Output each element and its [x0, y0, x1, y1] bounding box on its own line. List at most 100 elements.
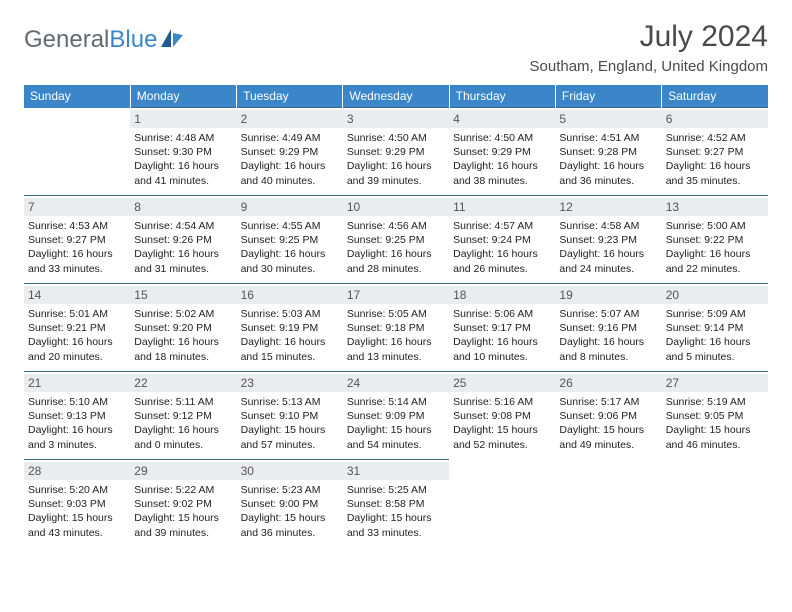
day-number: 25 — [449, 374, 555, 392]
calendar-day-cell: 4Sunrise: 4:50 AMSunset: 9:29 PMDaylight… — [449, 108, 555, 196]
sunset-text: Sunset: 9:30 PM — [134, 145, 232, 159]
daylight-text: Daylight: 16 hours and 0 minutes. — [134, 423, 232, 451]
daylight-text: Daylight: 16 hours and 30 minutes. — [241, 247, 339, 275]
sunset-text: Sunset: 9:08 PM — [453, 409, 551, 423]
day-details: Sunrise: 5:14 AMSunset: 9:09 PMDaylight:… — [347, 395, 445, 452]
sunset-text: Sunset: 9:28 PM — [559, 145, 657, 159]
daylight-text: Daylight: 16 hours and 41 minutes. — [134, 159, 232, 187]
sunrise-text: Sunrise: 5:22 AM — [134, 483, 232, 497]
daylight-text: Daylight: 15 hours and 39 minutes. — [134, 511, 232, 539]
sunset-text: Sunset: 9:17 PM — [453, 321, 551, 335]
day-number: 6 — [662, 110, 768, 128]
logo-text-2: Blue — [109, 26, 157, 53]
day-details: Sunrise: 5:01 AMSunset: 9:21 PMDaylight:… — [28, 307, 126, 364]
calendar-week-row: 7Sunrise: 4:53 AMSunset: 9:27 PMDaylight… — [24, 196, 768, 284]
month-title: July 2024 — [530, 20, 768, 54]
day-details: Sunrise: 5:06 AMSunset: 9:17 PMDaylight:… — [453, 307, 551, 364]
sunset-text: Sunset: 9:12 PM — [134, 409, 232, 423]
sunset-text: Sunset: 9:29 PM — [347, 145, 445, 159]
daylight-text: Daylight: 16 hours and 40 minutes. — [241, 159, 339, 187]
daylight-text: Daylight: 16 hours and 22 minutes. — [666, 247, 764, 275]
daylight-text: Daylight: 16 hours and 8 minutes. — [559, 335, 657, 363]
calendar-day-cell: 1Sunrise: 4:48 AMSunset: 9:30 PMDaylight… — [130, 108, 236, 196]
day-details: Sunrise: 4:56 AMSunset: 9:25 PMDaylight:… — [347, 219, 445, 276]
sunrise-text: Sunrise: 5:16 AM — [453, 395, 551, 409]
day-details: Sunrise: 5:13 AMSunset: 9:10 PMDaylight:… — [241, 395, 339, 452]
sunset-text: Sunset: 9:16 PM — [559, 321, 657, 335]
day-number: 12 — [555, 198, 661, 216]
calendar-day-cell: 2Sunrise: 4:49 AMSunset: 9:29 PMDaylight… — [237, 108, 343, 196]
calendar-day-cell: 5Sunrise: 4:51 AMSunset: 9:28 PMDaylight… — [555, 108, 661, 196]
sunrise-text: Sunrise: 5:07 AM — [559, 307, 657, 321]
sunrise-text: Sunrise: 5:23 AM — [241, 483, 339, 497]
header: GeneralBlue July 2024 Southam, England, … — [24, 20, 768, 75]
sunset-text: Sunset: 9:00 PM — [241, 497, 339, 511]
day-number: 17 — [343, 286, 449, 304]
calendar-body: 1Sunrise: 4:48 AMSunset: 9:30 PMDaylight… — [24, 108, 768, 548]
day-number: 8 — [130, 198, 236, 216]
calendar-day-cell: 25 Sunrise: 5:16 AMSunset: 9:08 PMDayligh… — [449, 372, 555, 460]
day-details: Sunrise: 4:57 AMSunset: 9:24 PMDaylight:… — [453, 219, 551, 276]
sunset-text: Sunset: 9:21 PM — [28, 321, 126, 335]
sunset-text: Sunset: 9:23 PM — [559, 233, 657, 247]
day-details: Sunrise: 5:16 AMSunset: 9:08 PMDaylight:… — [453, 395, 551, 452]
day-details: Sunrise: 5:07 AMSunset: 9:16 PMDaylight:… — [559, 307, 657, 364]
calendar-week-row: 28 Sunrise: 5:20 AMSunset: 9:03 PMDayligh… — [24, 460, 768, 548]
daylight-text: Daylight: 15 hours and 43 minutes. — [28, 511, 126, 539]
sunset-text: Sunset: 9:19 PM — [241, 321, 339, 335]
weekday-header: Thursday — [449, 85, 555, 108]
sunrise-text: Sunrise: 5:13 AM — [241, 395, 339, 409]
day-number: 30 — [237, 462, 343, 480]
sunset-text: Sunset: 9:29 PM — [241, 145, 339, 159]
daylight-text: Daylight: 15 hours and 33 minutes. — [347, 511, 445, 539]
calendar-day-cell — [662, 460, 768, 548]
day-number: 9 — [237, 198, 343, 216]
sunset-text: Sunset: 9:05 PM — [666, 409, 764, 423]
calendar-day-cell: 8 Sunrise: 4:54 AMSunset: 9:26 PMDaylight… — [130, 196, 236, 284]
day-number: 18 — [449, 286, 555, 304]
sunset-text: Sunset: 9:25 PM — [347, 233, 445, 247]
day-details: Sunrise: 4:50 AMSunset: 9:29 PMDaylight:… — [347, 131, 445, 188]
day-details: Sunrise: 5:23 AMSunset: 9:00 PMDaylight:… — [241, 483, 339, 540]
sunrise-text: Sunrise: 5:17 AM — [559, 395, 657, 409]
sunset-text: Sunset: 9:13 PM — [28, 409, 126, 423]
calendar-day-cell: 30 Sunrise: 5:23 AMSunset: 9:00 PMDayligh… — [237, 460, 343, 548]
calendar-day-cell: 29Sunrise: 5:22 AMSunset: 9:02 PMDayligh… — [130, 460, 236, 548]
day-details: Sunrise: 4:52 AMSunset: 9:27 PMDaylight:… — [666, 131, 764, 188]
sunrise-text: Sunrise: 4:48 AM — [134, 131, 232, 145]
sunset-text: Sunset: 9:22 PM — [666, 233, 764, 247]
day-number: 27 — [662, 374, 768, 392]
sunset-text: Sunset: 9:20 PM — [134, 321, 232, 335]
sunset-text: Sunset: 8:58 PM — [347, 497, 445, 511]
weekday-header-row: Sunday Monday Tuesday Wednesday Thursday… — [24, 85, 768, 108]
day-details: Sunrise: 5:02 AMSunset: 9:20 PMDaylight:… — [134, 307, 232, 364]
logo: GeneralBlue — [24, 26, 185, 54]
sunrise-text: Sunrise: 4:55 AM — [241, 219, 339, 233]
day-number: 28 — [24, 462, 130, 480]
day-number: 24 — [343, 374, 449, 392]
calendar-day-cell: 17 Sunrise: 5:05 AMSunset: 9:18 PMDayligh… — [343, 284, 449, 372]
sunrise-text: Sunrise: 5:02 AM — [134, 307, 232, 321]
daylight-text: Daylight: 16 hours and 20 minutes. — [28, 335, 126, 363]
sunset-text: Sunset: 9:14 PM — [666, 321, 764, 335]
day-number: 26 — [555, 374, 661, 392]
sunrise-text: Sunrise: 5:25 AM — [347, 483, 445, 497]
calendar-week-row: 1Sunrise: 4:48 AMSunset: 9:30 PMDaylight… — [24, 108, 768, 196]
sunset-text: Sunset: 9:27 PM — [28, 233, 126, 247]
sunset-text: Sunset: 9:09 PM — [347, 409, 445, 423]
day-details: Sunrise: 5:11 AMSunset: 9:12 PMDaylight:… — [134, 395, 232, 452]
day-details: Sunrise: 5:05 AMSunset: 9:18 PMDaylight:… — [347, 307, 445, 364]
calendar-day-cell: 11Sunrise: 4:57 AMSunset: 9:24 PMDayligh… — [449, 196, 555, 284]
logo-sail-icon — [159, 27, 185, 54]
day-details: Sunrise: 5:20 AMSunset: 9:03 PMDaylight:… — [28, 483, 126, 540]
day-details: Sunrise: 4:54 AMSunset: 9:26 PMDaylight:… — [134, 219, 232, 276]
calendar-day-cell: 9Sunrise: 4:55 AMSunset: 9:25 PMDaylight… — [237, 196, 343, 284]
day-number: 29 — [130, 462, 236, 480]
day-number: 10 — [343, 198, 449, 216]
calendar-day-cell: 31Sunrise: 5:25 AMSunset: 8:58 PMDayligh… — [343, 460, 449, 548]
sunrise-text: Sunrise: 5:10 AM — [28, 395, 126, 409]
calendar-day-cell: 20Sunrise: 5:09 AMSunset: 9:14 PMDayligh… — [662, 284, 768, 372]
calendar-day-cell: 3Sunrise: 4:50 AMSunset: 9:29 PMDaylight… — [343, 108, 449, 196]
day-details: Sunrise: 4:48 AMSunset: 9:30 PMDaylight:… — [134, 131, 232, 188]
day-details: Sunrise: 5:09 AMSunset: 9:14 PMDaylight:… — [666, 307, 764, 364]
